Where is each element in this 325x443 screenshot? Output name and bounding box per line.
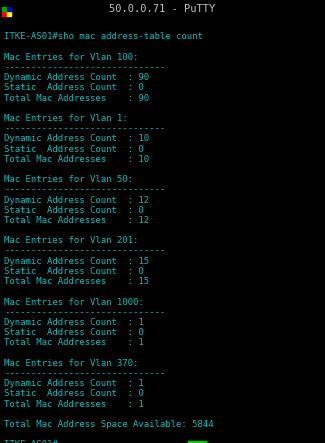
Text: ITKE-AS01#: ITKE-AS01# — [4, 440, 63, 443]
Text: Static  Address Count  : 0: Static Address Count : 0 — [4, 328, 144, 337]
Text: Total Mac Addresses    : 15: Total Mac Addresses : 15 — [4, 277, 149, 286]
Text: ITKE-AS01#sho mac address-table count: ITKE-AS01#sho mac address-table count — [4, 32, 203, 41]
Bar — [7, 12, 11, 16]
Text: 50.0.0.71 - PuTTY: 50.0.0.71 - PuTTY — [110, 4, 215, 14]
Text: Total Mac Addresses    : 12: Total Mac Addresses : 12 — [4, 216, 149, 225]
Text: Mac Entries for Vlan 1000:: Mac Entries for Vlan 1000: — [4, 298, 144, 307]
Text: ------------------------------: ------------------------------ — [4, 63, 165, 72]
Text: Static  Address Count  : 0: Static Address Count : 0 — [4, 144, 144, 154]
Text: Mac Entries for Vlan 1:: Mac Entries for Vlan 1: — [4, 114, 128, 123]
Text: Static  Address Count  : 0: Static Address Count : 0 — [4, 267, 144, 276]
Text: Mac Entries for Vlan 50:: Mac Entries for Vlan 50: — [4, 175, 133, 184]
Text: Total Mac Address Space Available: 5844: Total Mac Address Space Available: 5844 — [4, 420, 214, 429]
Text: Dynamic Address Count  : 1: Dynamic Address Count : 1 — [4, 379, 144, 388]
Text: ------------------------------: ------------------------------ — [4, 308, 165, 317]
Text: Total Mac Addresses    : 90: Total Mac Addresses : 90 — [4, 93, 149, 103]
Text: Total Mac Addresses    : 10: Total Mac Addresses : 10 — [4, 155, 149, 164]
Bar — [2, 7, 6, 11]
Text: Mac Entries for Vlan 100:: Mac Entries for Vlan 100: — [4, 53, 138, 62]
Text: Total Mac Addresses    : 1: Total Mac Addresses : 1 — [4, 400, 144, 408]
Text: ------------------------------: ------------------------------ — [4, 186, 165, 194]
Bar — [7, 7, 11, 11]
Text: ------------------------------: ------------------------------ — [4, 124, 165, 133]
Text: Static  Address Count  : 0: Static Address Count : 0 — [4, 389, 144, 398]
Text: Dynamic Address Count  : 15: Dynamic Address Count : 15 — [4, 257, 149, 266]
Text: ------------------------------: ------------------------------ — [4, 247, 165, 256]
Text: Static  Address Count  : 0: Static Address Count : 0 — [4, 206, 144, 215]
Text: Dynamic Address Count  : 12: Dynamic Address Count : 12 — [4, 196, 149, 205]
Text: Dynamic Address Count  : 10: Dynamic Address Count : 10 — [4, 134, 149, 144]
Text: Mac Entries for Vlan 201:: Mac Entries for Vlan 201: — [4, 237, 138, 245]
Bar — [188, 441, 206, 443]
Text: Mac Entries for Vlan 370:: Mac Entries for Vlan 370: — [4, 359, 138, 368]
Text: Total Mac Addresses    : 1: Total Mac Addresses : 1 — [4, 338, 144, 347]
Bar — [2, 12, 6, 16]
Text: Dynamic Address Count  : 1: Dynamic Address Count : 1 — [4, 318, 144, 327]
Text: Dynamic Address Count  : 90: Dynamic Address Count : 90 — [4, 73, 149, 82]
Text: Static  Address Count  : 0: Static Address Count : 0 — [4, 83, 144, 93]
Text: ------------------------------: ------------------------------ — [4, 369, 165, 378]
